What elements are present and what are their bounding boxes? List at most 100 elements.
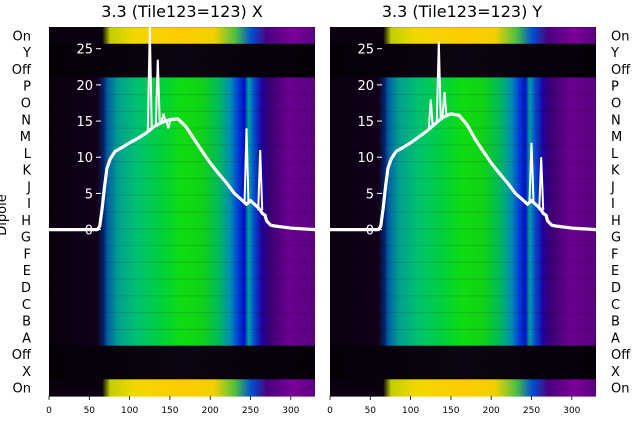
spectrogram-row: [330, 345, 596, 364]
dipole-label: C: [22, 298, 31, 313]
y-tick-label: 20: [76, 79, 93, 94]
spectrogram-row: [330, 60, 596, 78]
dipole-label: H: [611, 214, 621, 229]
spectrogram-row: [330, 43, 596, 62]
x-tick-label: 150: [161, 406, 178, 416]
series-spike: [538, 157, 545, 211]
x-tick-label: 100: [402, 406, 419, 416]
panel-title: 3.3 (Tile123=123) X: [101, 2, 263, 21]
spectrogram-row: [330, 278, 596, 296]
dipole-label: P: [23, 80, 31, 95]
dipole-label: D: [21, 281, 31, 296]
row-separator: [49, 362, 315, 364]
spectrogram-row: [49, 228, 315, 246]
dipole-label: On: [611, 29, 629, 44]
spectrogram-row: [49, 328, 315, 347]
dipole-label: M: [611, 130, 622, 145]
dipole-label: F: [611, 247, 618, 262]
spectrogram-row: [49, 94, 315, 112]
dipole-label: Off: [611, 63, 631, 78]
y-tick-label: 25: [76, 43, 93, 58]
row-separator: [49, 261, 315, 263]
x-tick-labels: 0 50 100 150 200 250 300: [327, 396, 581, 416]
dipole-label: O: [611, 96, 621, 111]
spectrogram-row: [49, 60, 315, 78]
row-separator: [49, 43, 315, 45]
dipole-label: G: [21, 231, 31, 246]
row-separator: [49, 110, 315, 112]
x-tick-label: 100: [121, 406, 138, 416]
row-separator: [330, 345, 596, 347]
row-separator: [330, 278, 596, 280]
spectrogram-row: [330, 328, 596, 347]
spectrogram-row: [330, 261, 596, 280]
spectrogram-row: [49, 77, 315, 95]
spectrogram-row: [49, 345, 315, 364]
spectrogram-row: [49, 362, 315, 380]
spectrogram-row: [330, 362, 596, 380]
dipole-label: X: [611, 365, 620, 380]
dipole-label: On: [611, 382, 629, 397]
y-tick-label: 10: [76, 151, 93, 166]
dipole-label: A: [611, 331, 620, 346]
spectrogram-row: [49, 278, 315, 296]
waterfall-panel-y: 3.3 (Tile123=123) Y 0 5 10 15 20 25 0 50 100 150…: [327, 2, 598, 416]
row-separator: [330, 110, 596, 112]
dipole-label: Y: [610, 46, 619, 61]
series-line: [328, 41, 598, 232]
row-separator: [49, 144, 315, 146]
y-tick-label: 5: [366, 187, 374, 202]
spectrogram-background: [330, 27, 596, 397]
row-separator: [49, 60, 315, 62]
dipole-label: B: [22, 315, 31, 330]
spectrogram-row: [49, 261, 315, 280]
spectrogram-row: [49, 110, 315, 129]
panel-title: 3.3 (Tile123=123) Y: [382, 2, 543, 21]
row-separator: [49, 94, 315, 96]
series-spike: [257, 149, 264, 211]
dipole-label: A: [22, 331, 31, 346]
row-separator: [330, 161, 596, 163]
dipole-label: L: [611, 147, 619, 162]
spectrogram-row: [330, 94, 596, 112]
series-spike: [160, 113, 167, 123]
row-separator: [49, 278, 315, 280]
row-separator: [330, 194, 596, 196]
row-separator: [330, 362, 596, 364]
series-spike: [146, 26, 153, 131]
row-separator: [49, 77, 315, 79]
row-separator: [330, 94, 596, 96]
spectrogram-row: [330, 245, 596, 263]
dipole-label: K: [611, 164, 620, 179]
row-separator: [330, 43, 596, 45]
dipole-label: Off: [12, 348, 32, 363]
series-spike: [427, 99, 434, 128]
dipole-label: L: [24, 147, 32, 162]
spectrogram-row: [330, 27, 596, 45]
row-separator: [49, 27, 315, 28]
row-separator: [330, 127, 596, 129]
series-spike: [528, 142, 535, 201]
x-tick-label: 50: [84, 406, 96, 416]
series-spike: [446, 112, 452, 116]
y-tick-label: 20: [357, 79, 374, 94]
dipole-label: J: [610, 180, 615, 195]
spectrogram-row: [49, 211, 315, 229]
dipole-label: B: [611, 315, 620, 330]
spectrogram-row: [330, 295, 596, 313]
series-line: [47, 26, 317, 232]
spectrogram-row: [330, 144, 596, 162]
spectrogram-row: [49, 127, 315, 146]
row-separator: [330, 261, 596, 263]
row-separator: [330, 60, 596, 62]
row-separator: [330, 144, 596, 146]
spectrogram-row: [330, 228, 596, 246]
x-tick-label: 0: [327, 406, 333, 416]
waterfall-panel-x: 3.3 (Tile123=123) X 0 5 10 15 20 25 0 50 100 150…: [46, 2, 317, 416]
dipole-label: D: [611, 281, 621, 296]
series-spike: [165, 119, 172, 129]
row-separator: [330, 245, 596, 247]
